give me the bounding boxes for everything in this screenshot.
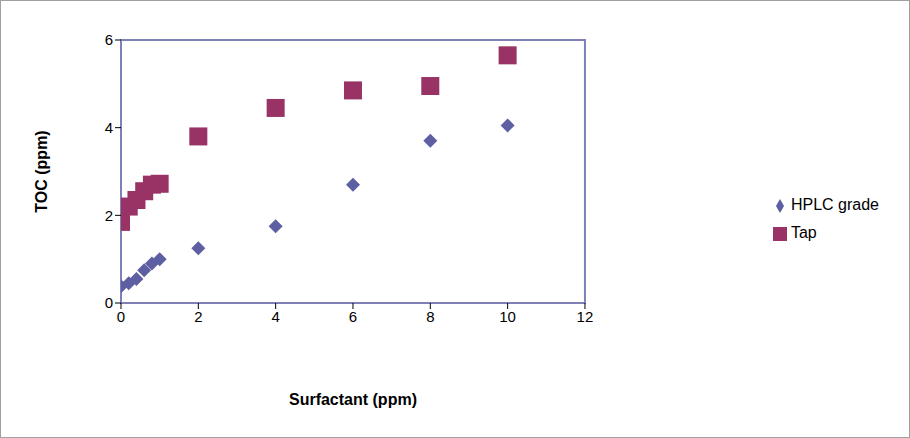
svg-text:0: 0 [105,294,113,311]
html-text:Tap: Tap [791,224,817,241]
svg-text:6: 6 [349,308,357,325]
svg-text:2: 2 [194,308,202,325]
svg-text:2: 2 [105,207,113,224]
svg-text:TOC (ppm): TOC (ppm) [33,130,50,212]
svg-text:4: 4 [271,308,279,325]
html-text:HPLC grade: HPLC grade [791,196,879,213]
svg-text:10: 10 [499,308,516,325]
svg-text:12: 12 [577,308,594,325]
svg-text:8: 8 [426,308,434,325]
svg-text:6: 6 [105,31,113,48]
svg-text:0: 0 [117,308,125,325]
svg-text:Surfactant (ppm): Surfactant (ppm) [289,391,417,408]
svg-text:4: 4 [105,119,113,136]
